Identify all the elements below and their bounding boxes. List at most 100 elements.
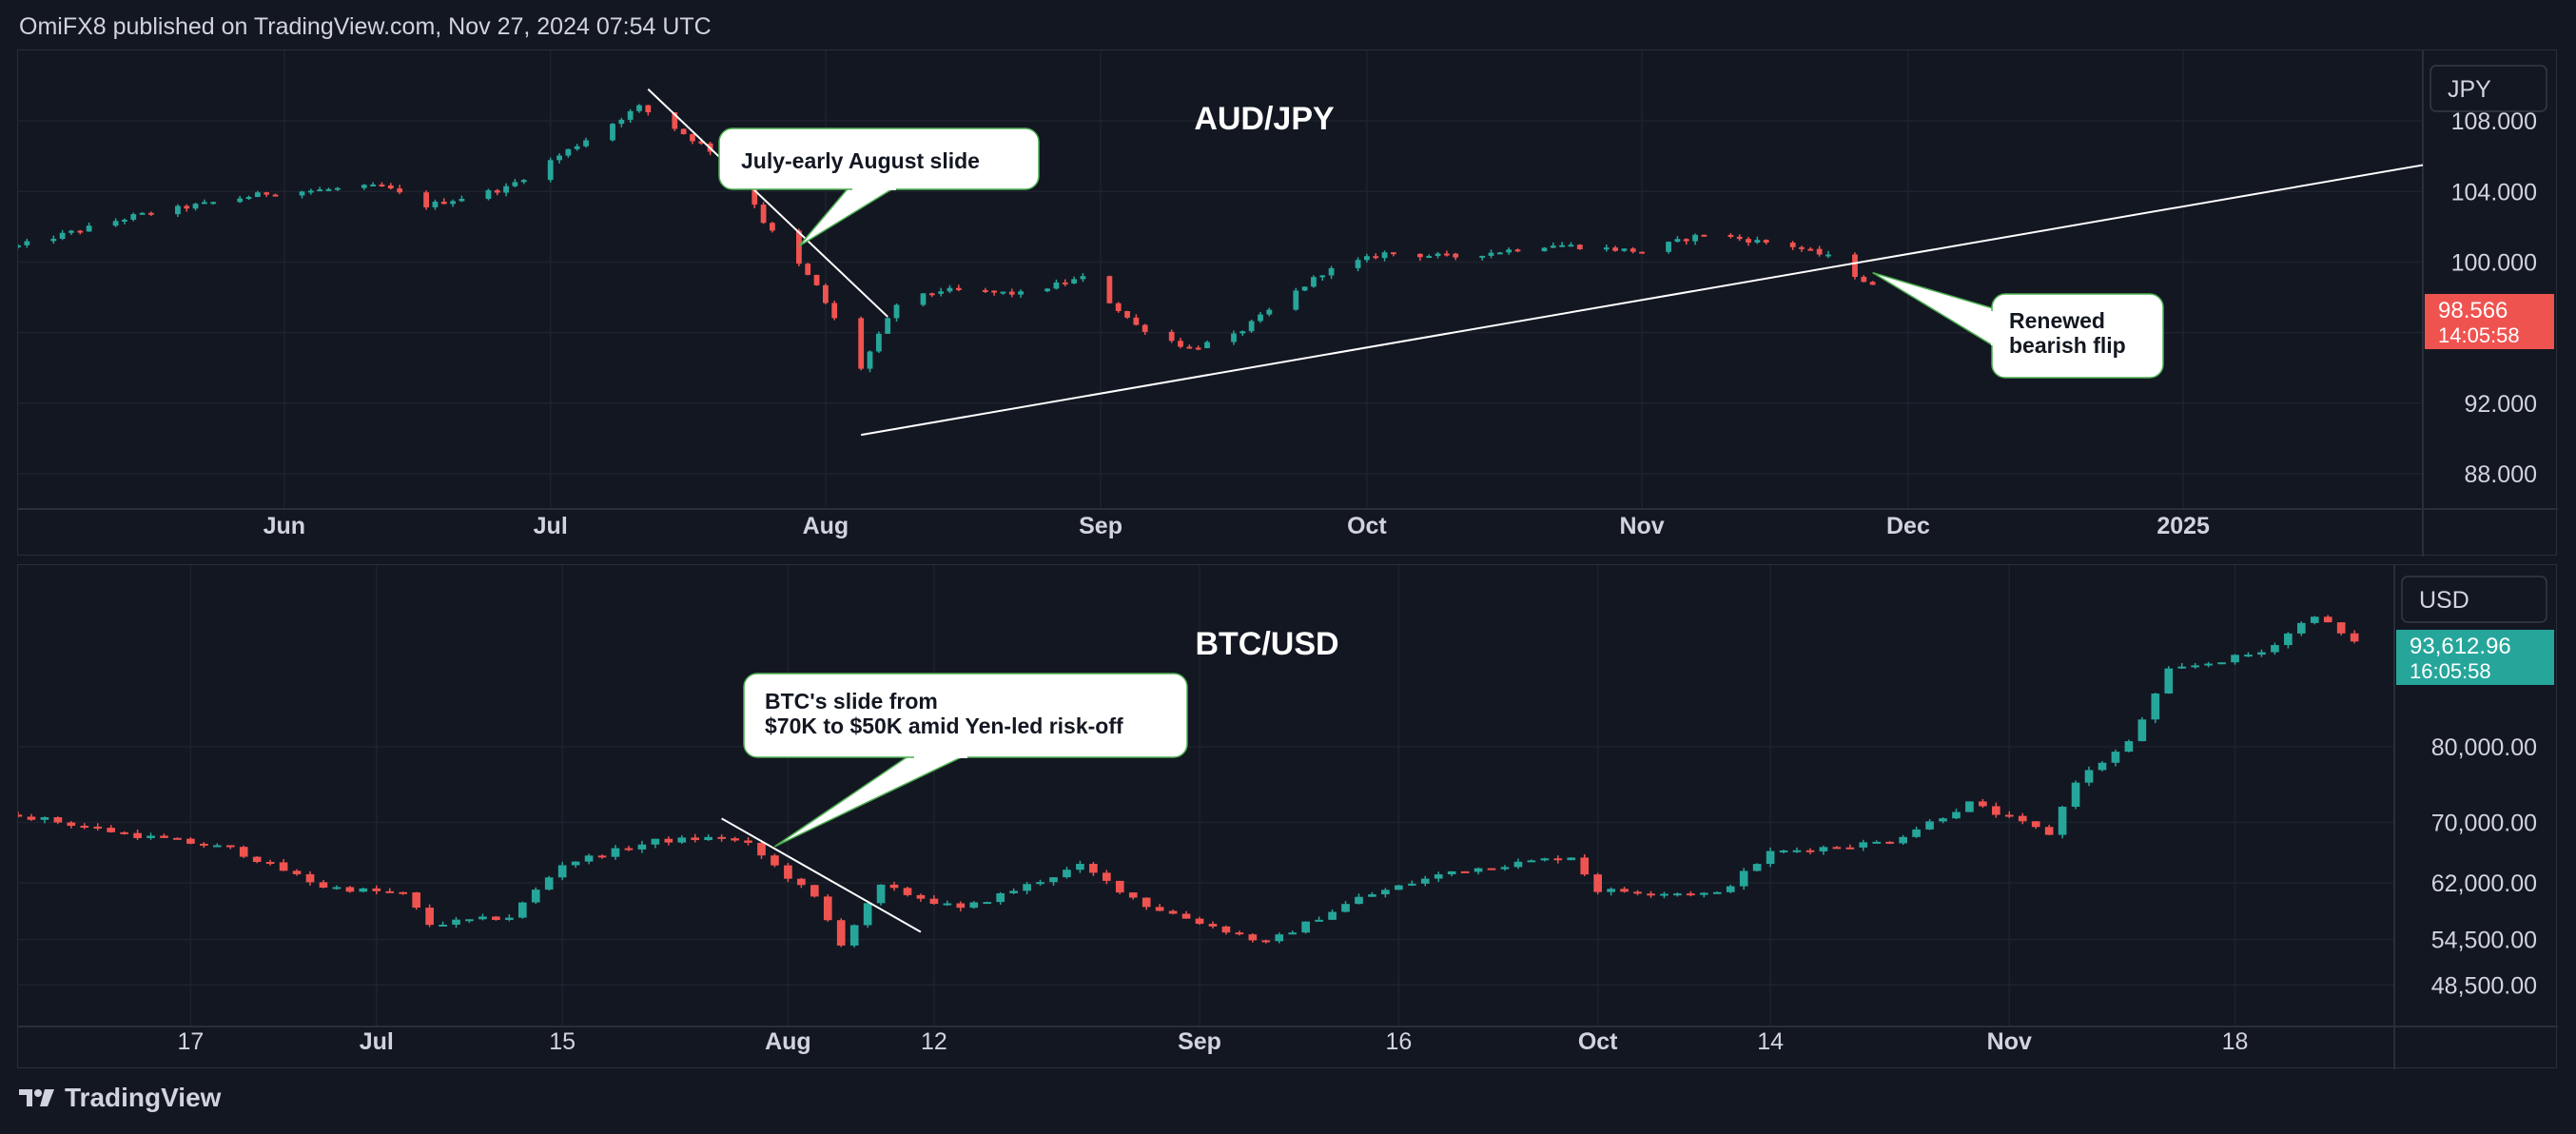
candle-body — [1647, 893, 1655, 896]
candle — [1825, 250, 1831, 259]
candle-body — [1076, 864, 1084, 870]
candle-body — [645, 105, 652, 113]
candle-body — [1142, 324, 1148, 332]
candle — [202, 199, 207, 205]
callout-joint — [1991, 311, 1997, 345]
candle-body — [731, 838, 739, 841]
candle — [361, 184, 367, 190]
candle-body — [1852, 254, 1858, 277]
candle — [2111, 749, 2120, 767]
candle — [547, 157, 554, 183]
candle-body — [107, 828, 116, 832]
candle-body — [611, 848, 620, 857]
candle — [2296, 621, 2306, 636]
candle — [1063, 867, 1071, 879]
candle-body — [80, 826, 89, 829]
candle-body — [1673, 893, 1682, 896]
candle — [1023, 881, 1031, 895]
candle-body — [690, 134, 695, 142]
candle — [2284, 632, 2293, 649]
candle-body — [1607, 889, 1615, 892]
candle-body — [836, 920, 846, 946]
candle — [1235, 930, 1244, 936]
candle-body — [465, 919, 474, 922]
candle — [1258, 311, 1263, 323]
candle — [1115, 302, 1122, 313]
candle-body — [2164, 668, 2174, 694]
candle — [1124, 310, 1130, 320]
candle — [1819, 845, 1828, 855]
candle — [423, 190, 429, 210]
candle — [1018, 289, 1025, 299]
candle-body — [432, 201, 439, 207]
candle-body — [492, 916, 500, 920]
candle-body — [627, 110, 634, 120]
candle-body — [67, 822, 76, 827]
candle-body — [903, 888, 912, 895]
candle — [305, 870, 315, 886]
x-tick-label: 17 — [178, 1028, 205, 1055]
candle-body — [858, 318, 865, 369]
candle — [1142, 897, 1151, 910]
candle — [399, 891, 408, 895]
candle — [1115, 880, 1124, 894]
candle-body — [885, 318, 891, 334]
candle-body — [173, 837, 182, 840]
candle-body — [1568, 244, 1574, 247]
candle — [412, 891, 420, 910]
candle — [184, 204, 190, 212]
candle — [677, 834, 687, 844]
candle — [1266, 307, 1273, 317]
candle — [59, 229, 66, 241]
candle-body — [370, 184, 377, 186]
candle-body — [50, 238, 57, 242]
candle — [1869, 281, 1876, 285]
candle-body — [797, 878, 806, 886]
candle — [1204, 340, 1210, 349]
candle-body — [1239, 331, 1246, 334]
candle — [173, 837, 182, 840]
candle — [1805, 848, 1815, 855]
candle-body — [1825, 254, 1831, 257]
candle-body — [213, 845, 222, 848]
candle — [867, 350, 873, 373]
candle-body — [1080, 276, 1086, 280]
candle — [946, 284, 953, 294]
candle-body — [1621, 248, 1628, 251]
audjpy-chart[interactable]: 108.000104.000100.00096.00092.00088.000J… — [18, 50, 2558, 557]
publisher-header: OmiFX8 published on TradingView.com, Nov… — [19, 13, 712, 40]
candle-body — [1293, 290, 1299, 310]
candle — [512, 179, 518, 187]
y-tick-label: 108.000 — [2451, 108, 2537, 135]
candle — [928, 292, 935, 298]
candle — [292, 869, 302, 876]
candle — [875, 331, 882, 354]
candle — [107, 825, 116, 833]
candle — [1506, 247, 1512, 255]
candle-body — [1420, 878, 1430, 884]
candle-body — [1208, 924, 1218, 927]
candle-body — [279, 862, 288, 871]
candle-body — [982, 289, 988, 292]
candle — [1103, 870, 1111, 885]
candle — [565, 148, 572, 158]
candle — [80, 823, 89, 830]
candle-body — [863, 903, 872, 926]
btcusd-chart[interactable]: 80,000.00 70,000.00 62,000.00 54,500.00 48,5… — [18, 565, 2558, 1069]
candle — [1633, 890, 1642, 896]
candle-body — [1453, 253, 1459, 258]
candle — [1168, 909, 1178, 915]
candle-body — [1235, 932, 1244, 935]
candle-body — [1479, 255, 1486, 258]
candle — [574, 144, 580, 151]
btcusd-chart-panel[interactable]: 80,000.00 70,000.00 62,000.00 54,500.00 48,5… — [17, 564, 2558, 1069]
candle — [1952, 809, 1961, 820]
candle-body — [1447, 870, 1456, 875]
candle — [943, 900, 952, 907]
audjpy-chart-panel[interactable]: 108.000104.000100.00096.00092.00088.000J… — [17, 49, 2558, 557]
candle — [425, 904, 434, 928]
candle-body — [160, 835, 168, 838]
candle — [317, 186, 323, 192]
candle-body — [18, 814, 23, 817]
candle — [450, 199, 456, 207]
